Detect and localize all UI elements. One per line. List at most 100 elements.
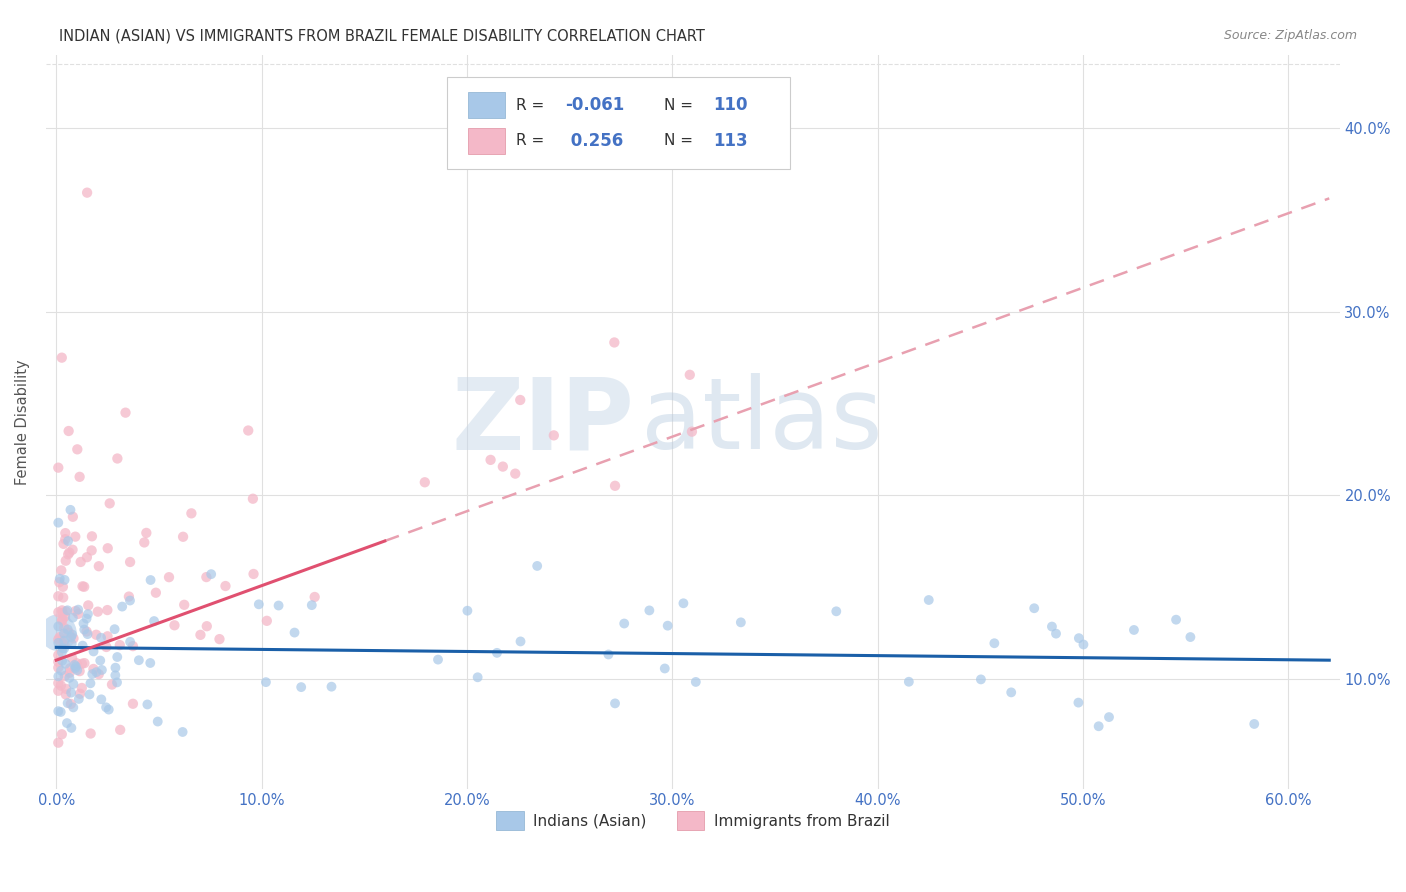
Point [111,599,134,614]
Point [65,659,87,673]
Point [52,580,75,594]
Point [90,663,112,677]
Point [76,624,98,639]
Text: R =: R = [516,97,548,112]
Point [120,635,142,649]
Point [65,661,87,675]
Point [1024,601,1046,615]
Point [120,555,142,569]
Point [122,639,145,653]
Point [214,579,236,593]
Point [55,554,77,568]
Point [76,186,98,200]
Point [1098,710,1121,724]
Point [970,673,993,687]
Point [51,603,73,617]
Point [49,664,72,678]
Point [62,542,84,557]
Point [254,675,277,690]
Point [603,335,626,350]
Point [114,406,136,420]
Point [58,545,80,559]
Point [190,628,212,642]
Point [66,657,89,671]
Point [485,646,508,660]
Point [730,615,752,630]
FancyBboxPatch shape [468,128,505,154]
Text: 110: 110 [713,96,748,114]
Point [97,541,120,556]
Point [62,677,84,691]
Point [67,607,90,621]
Point [104,668,127,682]
Point [56,603,79,617]
Point [479,453,502,467]
Point [69,664,91,678]
Point [82,662,104,676]
Point [72,639,94,653]
Point [267,599,290,613]
Point [180,506,202,520]
Point [79,676,101,690]
Point [603,479,626,493]
Point [172,530,194,544]
Point [69,687,91,701]
Point [672,596,695,610]
Point [51,645,73,659]
Point [82,667,104,681]
Point [87,667,110,681]
Point [62,610,84,624]
Point [104,660,127,674]
Point [46,736,69,750]
Point [427,652,450,666]
Point [55,681,77,696]
Point [52,537,75,551]
Point [84,628,107,642]
Point [195,570,218,584]
Point [195,619,218,633]
Point [172,725,194,739]
Point [58,671,80,685]
Point [456,604,478,618]
Point [139,573,162,587]
Point [60,686,83,700]
Point [51,606,73,620]
Text: 0.256: 0.256 [565,132,623,150]
Point [49,679,72,693]
Point [46,648,69,662]
Point [526,558,548,573]
Point [53,633,76,648]
Point [53,621,76,635]
Point [65,530,87,544]
Point [53,669,76,683]
Point [51,613,73,627]
Text: R =: R = [516,134,548,148]
Point [67,602,90,616]
Point [98,496,121,510]
Point [79,726,101,740]
Point [66,663,89,677]
Point [105,451,128,466]
Point [55,657,77,671]
Point [983,636,1005,650]
Point [101,677,124,691]
Point [1045,626,1067,640]
Point [143,614,166,628]
Point [46,669,69,683]
Text: ZIP: ZIP [451,374,634,470]
Point [46,655,69,669]
Point [76,627,98,641]
Point [122,697,145,711]
Point [73,656,96,670]
Point [1067,631,1090,645]
Point [56,716,79,731]
Point [128,653,150,667]
FancyBboxPatch shape [447,77,790,169]
Point [80,529,103,543]
Point [105,675,128,690]
Point [60,637,83,651]
Point [897,674,920,689]
Point [55,688,77,702]
Legend: Indians (Asian), Immigrants from Brazil: Indians (Asian), Immigrants from Brazil [491,805,896,836]
Point [83,644,105,658]
